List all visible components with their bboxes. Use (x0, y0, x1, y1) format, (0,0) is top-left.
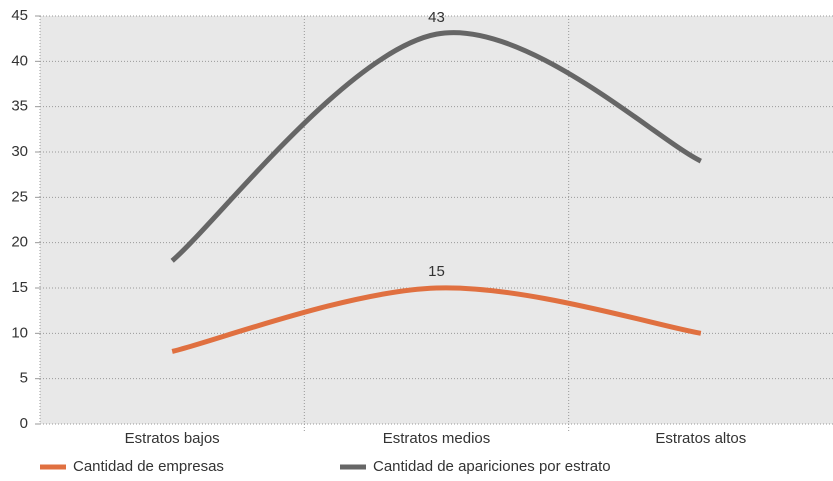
y-tick-label: 40 (11, 52, 28, 69)
x-tick-label: Estratos altos (655, 430, 746, 447)
legend-label: Cantidad de empresas (73, 458, 224, 475)
y-tick-label: 10 (11, 324, 28, 341)
y-tick-label: 30 (11, 143, 28, 160)
y-tick-label: 35 (11, 98, 28, 115)
x-tick-label: Estratos bajos (125, 430, 220, 447)
y-tick-label: 25 (11, 188, 28, 205)
y-tick-label: 5 (20, 370, 28, 387)
data-label: 43 (428, 9, 445, 26)
y-tick-label: 15 (11, 279, 28, 296)
y-tick-label: 0 (20, 415, 28, 432)
y-tick-label: 20 (11, 234, 28, 251)
plot-area (40, 16, 833, 424)
legend-label: Cantidad de apariciones por estrato (373, 458, 611, 475)
series-line (170, 30, 702, 263)
y-tick-label: 45 (11, 7, 28, 24)
data-label: 15 (428, 263, 445, 280)
series-line (171, 285, 702, 354)
x-tick-label: Estratos medios (383, 430, 491, 447)
